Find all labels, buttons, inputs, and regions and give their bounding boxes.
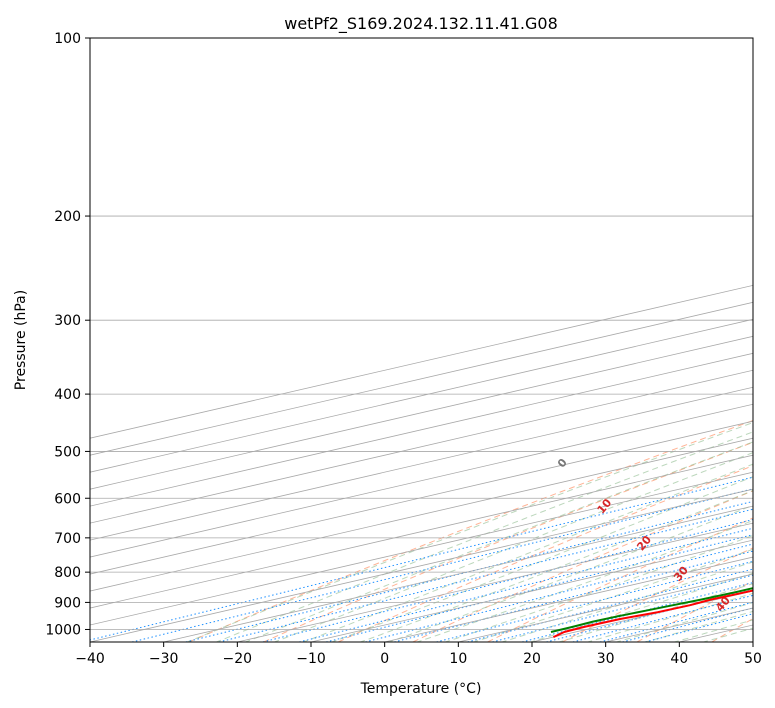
x-tick-label: −40 xyxy=(75,651,105,667)
y-tick-label: 600 xyxy=(54,491,81,507)
y-tick-label: 1000 xyxy=(45,622,81,638)
y-axis-label: Pressure (hPa) xyxy=(13,290,29,390)
x-tick-label: 40 xyxy=(670,651,688,667)
isotherm-line xyxy=(679,624,753,642)
isotherm-line xyxy=(90,420,753,575)
y-tick-label: 500 xyxy=(54,444,81,460)
y-tick-label: 700 xyxy=(54,531,81,547)
mixing-ratio-line xyxy=(645,613,753,642)
moist-adiabat-label: 30 xyxy=(671,564,691,584)
y-tick-label: 800 xyxy=(54,565,81,581)
x-tick-label: 30 xyxy=(597,651,615,667)
isotherm-line xyxy=(90,335,753,490)
y-tick-label: 200 xyxy=(54,209,81,225)
isotherm-line xyxy=(237,522,753,642)
x-tick-label: −30 xyxy=(149,651,179,667)
mixing-ratio-line xyxy=(325,534,753,642)
isotherm-line xyxy=(752,641,753,642)
mixing-ratio-line xyxy=(262,518,753,642)
isotherm-line xyxy=(384,556,753,642)
moist-adiabat-line xyxy=(302,463,753,642)
moist-adiabat-line xyxy=(215,431,753,642)
moist-adiabat-label: 20 xyxy=(634,533,654,553)
isotherm-line xyxy=(90,301,753,456)
moist-adiabat-line xyxy=(444,534,753,642)
dry-adiabat-line xyxy=(188,420,753,642)
dry-adiabat-line xyxy=(562,547,753,642)
line-labels: -100-90-80-70-60-50-40-30-20-100.10.20.4… xyxy=(555,456,733,614)
moist-adiabat-line xyxy=(586,592,753,642)
isotherm-line xyxy=(90,318,753,473)
mixing-ratio-line xyxy=(394,550,753,642)
moist-adiabat-label: 10 xyxy=(595,496,615,516)
isotherm-line xyxy=(90,488,753,642)
mixing-ratio-line xyxy=(436,560,753,642)
isotherm-line xyxy=(458,573,753,642)
isotherm-line xyxy=(310,539,753,642)
pressure-gridlines xyxy=(90,38,753,630)
dry-adiabat-line xyxy=(711,618,753,642)
moist-adiabat-label: 0 xyxy=(555,456,570,470)
moist-adiabat-line xyxy=(330,476,753,642)
moist-adiabat-line xyxy=(359,489,753,642)
y-tick-label: 400 xyxy=(54,387,81,403)
moist-adiabat-line xyxy=(701,627,753,642)
y-tick-label: 100 xyxy=(54,31,81,47)
x-tick-label: −20 xyxy=(223,651,253,667)
moist-adiabat-line xyxy=(472,548,753,642)
mixing-ratio-line xyxy=(131,488,753,642)
mixing-ratio-line xyxy=(365,543,753,642)
y-axis-ticks: 100 200 300 400 500 600 700 800 900 1000 xyxy=(45,31,90,638)
dry-adiabat-line xyxy=(263,441,753,642)
mixing-ratio-lines xyxy=(90,476,753,642)
dry-adiabat-line xyxy=(412,490,753,642)
x-tick-label: −10 xyxy=(296,651,326,667)
x-tick-label: 10 xyxy=(449,651,467,667)
isotherm-line xyxy=(90,454,753,609)
x-tick-label: 20 xyxy=(523,651,541,667)
moist-adiabat-line xyxy=(244,441,753,642)
x-axis-ticks: −40 −30 −20 −10 0 10 20 30 40 50 xyxy=(75,642,762,667)
profile-series xyxy=(550,587,753,639)
dry-adiabat-line xyxy=(636,580,753,642)
x-axis-label: Temperature (°C) xyxy=(360,681,482,697)
moist-adiabat-line xyxy=(273,452,753,642)
x-tick-label: 0 xyxy=(380,651,389,667)
mixing-ratio-line xyxy=(90,476,753,641)
y-tick-label: 300 xyxy=(54,313,81,329)
mixing-ratio-line xyxy=(467,568,753,642)
moist-adiabats xyxy=(185,422,753,642)
moist-adiabat-line xyxy=(672,619,753,642)
isotherm-line xyxy=(90,284,753,439)
moist-adiabat-line xyxy=(387,504,753,642)
isotherm-line xyxy=(90,403,753,558)
isotherms xyxy=(90,284,753,642)
plot-area: -100-90-80-70-60-50-40-30-20-100.10.20.4… xyxy=(90,38,753,642)
isotherm-line xyxy=(90,437,753,592)
chart-title: wetPf2_S169.2024.132.11.41.G08 xyxy=(284,14,558,34)
x-tick-label: 50 xyxy=(744,651,762,667)
isotherm-line xyxy=(90,471,753,626)
y-tick-label: 900 xyxy=(54,595,81,611)
plot-frame xyxy=(89,37,754,643)
isotherm-line xyxy=(163,505,753,642)
moist-adiabat-line xyxy=(529,572,753,642)
moist-adiabat-line xyxy=(185,422,753,642)
